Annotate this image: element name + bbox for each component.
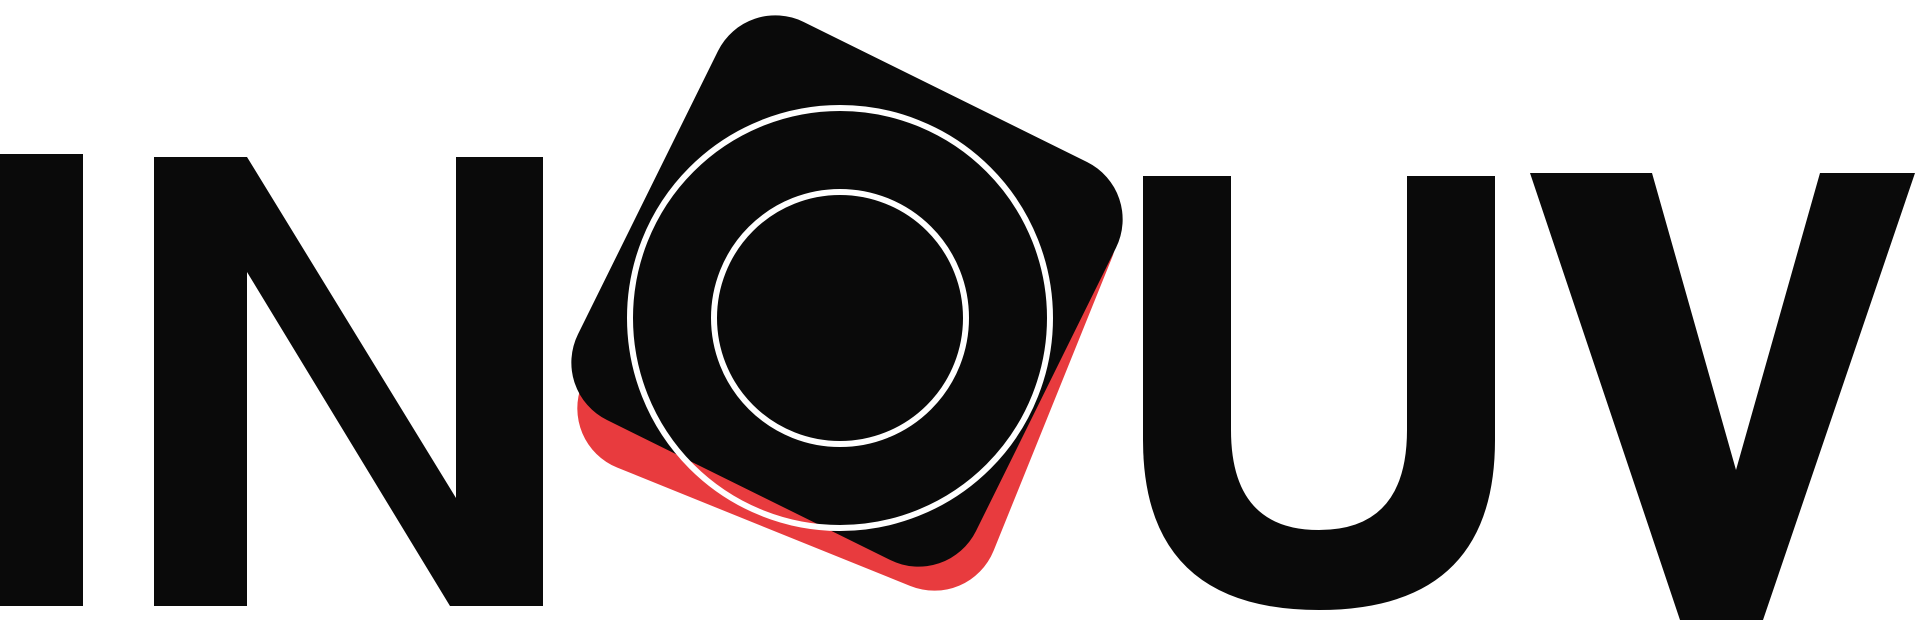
emblem-inner-ring-icon — [711, 189, 969, 447]
emblem-outer-ring-icon — [627, 105, 1053, 531]
letter-n — [154, 157, 543, 606]
letter-i — [0, 154, 83, 606]
letter-u — [1143, 176, 1495, 610]
letter-v — [1530, 173, 1915, 620]
emblem-square — [571, 15, 1123, 567]
